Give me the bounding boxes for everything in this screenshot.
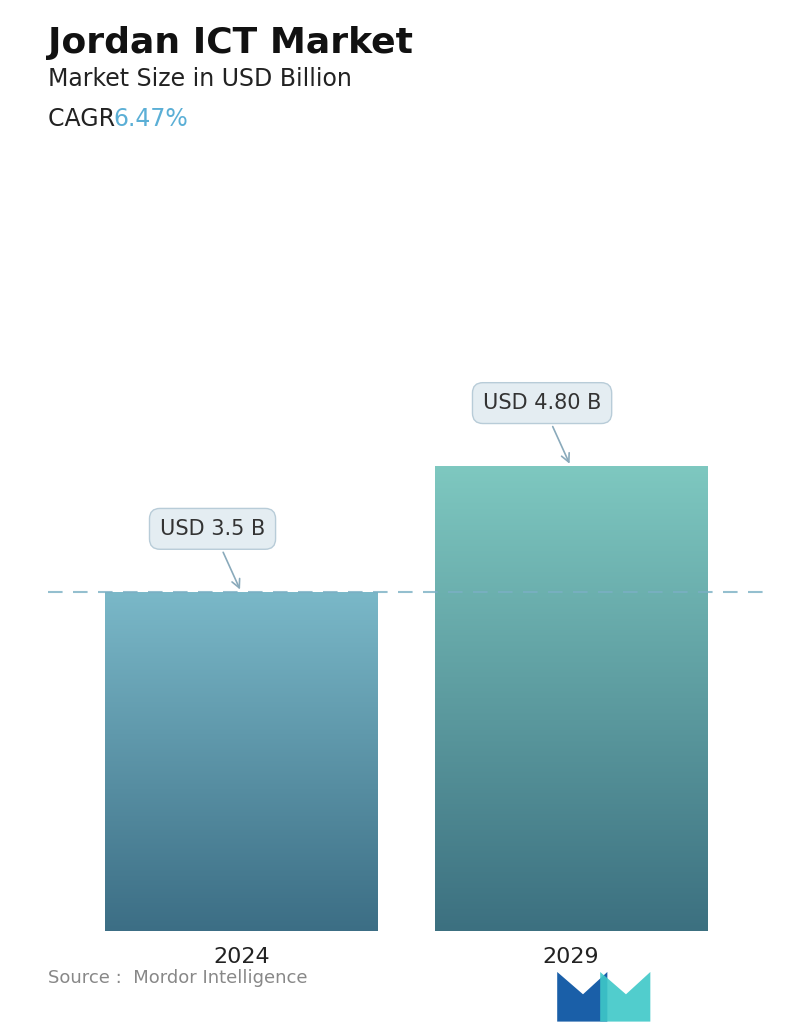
Text: Market Size in USD Billion: Market Size in USD Billion <box>48 67 352 91</box>
Text: USD 4.80 B: USD 4.80 B <box>483 393 601 462</box>
Text: Jordan ICT Market: Jordan ICT Market <box>48 26 413 60</box>
Text: 6.47%: 6.47% <box>113 107 188 130</box>
Text: USD 3.5 B: USD 3.5 B <box>160 519 265 587</box>
Polygon shape <box>557 972 607 1022</box>
Text: Source :  Mordor Intelligence: Source : Mordor Intelligence <box>48 970 307 987</box>
Text: CAGR: CAGR <box>48 107 130 130</box>
Polygon shape <box>600 972 650 1022</box>
